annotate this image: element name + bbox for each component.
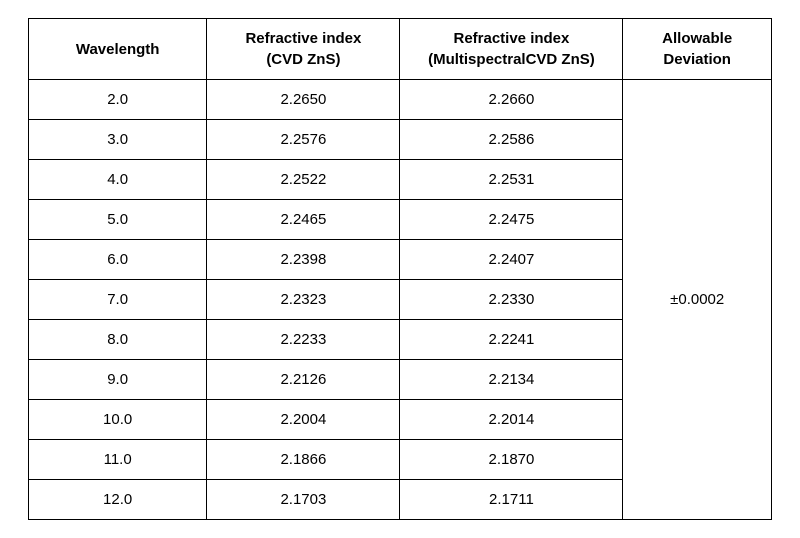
cell-wavelength: 11.0 bbox=[29, 440, 207, 480]
cell-ms: 2.2531 bbox=[400, 160, 623, 200]
header-line: (CVD ZnS) bbox=[266, 51, 340, 68]
cell-cvd: 2.2004 bbox=[207, 400, 400, 440]
cell-wavelength: 7.0 bbox=[29, 280, 207, 320]
cell-cvd: 2.2522 bbox=[207, 160, 400, 200]
cell-cvd: 2.2323 bbox=[207, 280, 400, 320]
cell-ms: 2.2330 bbox=[400, 280, 623, 320]
cell-wavelength: 12.0 bbox=[29, 480, 207, 520]
cell-wavelength: 10.0 bbox=[29, 400, 207, 440]
cell-cvd: 2.2650 bbox=[207, 80, 400, 120]
col-header-multispectral: Refractive index (MultispectralCVD ZnS) bbox=[400, 19, 623, 80]
header-line: Allowable bbox=[662, 30, 732, 47]
cell-wavelength: 5.0 bbox=[29, 200, 207, 240]
header-line: Wavelength bbox=[76, 41, 160, 58]
cell-ms: 2.1870 bbox=[400, 440, 623, 480]
cell-cvd: 2.2233 bbox=[207, 320, 400, 360]
col-header-deviation: Allowable Deviation bbox=[623, 19, 772, 80]
cell-ms: 2.2134 bbox=[400, 360, 623, 400]
header-line: (MultispectralCVD ZnS) bbox=[428, 51, 595, 68]
cell-ms: 2.2241 bbox=[400, 320, 623, 360]
cell-wavelength: 6.0 bbox=[29, 240, 207, 280]
cell-ms: 2.1711 bbox=[400, 480, 623, 520]
cell-ms: 2.2586 bbox=[400, 120, 623, 160]
header-line: Deviation bbox=[663, 51, 731, 68]
cell-wavelength: 3.0 bbox=[29, 120, 207, 160]
cell-cvd: 2.1703 bbox=[207, 480, 400, 520]
cell-ms: 2.2475 bbox=[400, 200, 623, 240]
header-line: Refractive index bbox=[245, 30, 361, 47]
table-header-row: Wavelength Refractive index (CVD ZnS) Re… bbox=[29, 19, 772, 80]
table-row: 2.0 2.2650 2.2660 ±0.0002 bbox=[29, 80, 772, 120]
header-line: Refractive index bbox=[453, 30, 569, 47]
cell-cvd: 2.1866 bbox=[207, 440, 400, 480]
cell-wavelength: 4.0 bbox=[29, 160, 207, 200]
cell-ms: 2.2660 bbox=[400, 80, 623, 120]
col-header-wavelength: Wavelength bbox=[29, 19, 207, 80]
col-header-cvd: Refractive index (CVD ZnS) bbox=[207, 19, 400, 80]
cell-ms: 2.2014 bbox=[400, 400, 623, 440]
cell-deviation: ±0.0002 bbox=[623, 80, 772, 520]
cell-wavelength: 8.0 bbox=[29, 320, 207, 360]
cell-ms: 2.2407 bbox=[400, 240, 623, 280]
cell-cvd: 2.2126 bbox=[207, 360, 400, 400]
cell-wavelength: 2.0 bbox=[29, 80, 207, 120]
cell-cvd: 2.2576 bbox=[207, 120, 400, 160]
cell-cvd: 2.2465 bbox=[207, 200, 400, 240]
cell-wavelength: 9.0 bbox=[29, 360, 207, 400]
refractive-index-table: Wavelength Refractive index (CVD ZnS) Re… bbox=[28, 18, 772, 520]
cell-cvd: 2.2398 bbox=[207, 240, 400, 280]
